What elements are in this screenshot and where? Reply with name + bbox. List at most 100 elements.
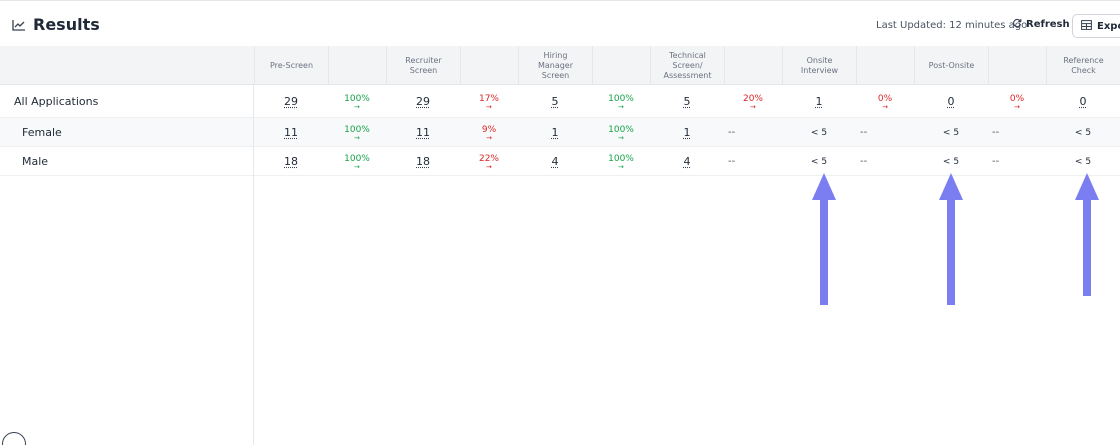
conversion-rate: 100% → (344, 154, 370, 170)
column-header-label: Recruiter Screen (398, 56, 450, 76)
line-chart-icon (12, 19, 26, 31)
suppressed-value: < 5 (943, 157, 959, 167)
conversion-rate: 20% → (743, 94, 763, 110)
count-link[interactable]: 11 (284, 126, 298, 139)
count-link[interactable]: 1 (816, 95, 823, 108)
column-header: Hiring Manager Screen (518, 46, 592, 85)
conversion-cell: 100% → (592, 85, 650, 118)
empty-value: -- (860, 127, 867, 138)
conversion-cell: 20% → (724, 85, 782, 118)
count-cell: 29 (254, 85, 328, 118)
empty-cell: -- (988, 118, 1046, 147)
arrow-right-icon: → (344, 104, 370, 110)
table-icon (1081, 20, 1092, 33)
column-header: Technical Screen/ Assessment (650, 46, 724, 85)
conversion-rate: 100% → (344, 94, 370, 110)
conversion-rate: 100% → (344, 125, 370, 141)
count-cell: 29 (386, 85, 460, 118)
conversion-cell: 0% → (988, 85, 1046, 118)
conversion-rate: 100% → (608, 125, 634, 141)
refresh-button[interactable]: Refresh (1012, 18, 1070, 31)
empty-cell: -- (724, 147, 782, 176)
count-link[interactable]: 11 (416, 126, 430, 139)
results-header: Results Last Updated: 12 minutes ago Ref… (0, 0, 1120, 46)
annotation-arrow-onsite (812, 173, 836, 305)
count-link[interactable]: 29 (416, 95, 430, 108)
count-link[interactable]: 4 (684, 155, 691, 168)
table-row: Male 18 100% → 18 22% → 4 100% → 4 -- < 5 -- < 5 -- < 5 (0, 147, 1120, 176)
annotation-arrow-post-onsite (939, 173, 963, 305)
count-cell: 5 (650, 85, 724, 118)
conversion-rate-value: 100% (344, 94, 370, 104)
suppressed-value: < 5 (1075, 128, 1091, 138)
annotation-arrow-reference-check (1075, 173, 1099, 296)
conversion-rate: 0% → (1010, 94, 1024, 110)
count-link[interactable]: 5 (684, 95, 691, 108)
conversion-rate: 100% → (608, 154, 634, 170)
refresh-icon (1012, 18, 1022, 31)
count-cell: 4 (650, 147, 724, 176)
export-button[interactable]: Export (1072, 14, 1120, 38)
count-link[interactable]: 0 (948, 95, 955, 108)
column-header: Reference Check (1046, 46, 1120, 85)
column-header (988, 46, 1046, 85)
help-icon[interactable] (2, 432, 26, 445)
conversion-rate-value: 100% (344, 154, 370, 164)
conversion-rate: 22% → (479, 154, 499, 170)
column-header: Recruiter Screen (386, 46, 460, 85)
count-cell: 5 (518, 85, 592, 118)
count-cell: 1 (650, 118, 724, 147)
column-header: Pre-Screen (254, 46, 328, 85)
count-link[interactable]: 18 (284, 155, 298, 168)
arrow-right-icon: → (743, 104, 763, 110)
count-link[interactable]: 5 (552, 95, 559, 108)
conversion-rate-value: 17% (479, 94, 499, 104)
count-link[interactable]: 29 (284, 95, 298, 108)
column-header (724, 46, 782, 85)
count-cell: 0 (1046, 85, 1120, 118)
suppressed-value: < 5 (811, 157, 827, 167)
suppressed-cell: < 5 (1046, 147, 1120, 176)
empty-cell: -- (856, 147, 914, 176)
column-header (328, 46, 386, 85)
count-cell: 18 (254, 147, 328, 176)
arrow-right-icon: → (608, 104, 634, 110)
suppressed-cell: < 5 (782, 147, 856, 176)
suppressed-cell: < 5 (914, 147, 988, 176)
count-link[interactable]: 18 (416, 155, 430, 168)
count-link[interactable]: 0 (1080, 95, 1087, 108)
suppressed-value: < 5 (1075, 157, 1091, 167)
empty-value: -- (992, 156, 999, 167)
column-header-label: Post-Onsite (929, 61, 975, 71)
column-header: Post-Onsite (914, 46, 988, 85)
count-link[interactable]: 1 (684, 126, 691, 139)
count-cell: 0 (914, 85, 988, 118)
column-header (460, 46, 518, 85)
conversion-rate-value: 100% (608, 125, 634, 135)
column-header-label: Hiring Manager Screen (530, 51, 582, 81)
arrow-right-icon: → (608, 164, 634, 170)
count-link[interactable]: 1 (552, 126, 559, 139)
conversion-cell: 100% → (328, 147, 386, 176)
count-cell: 11 (254, 118, 328, 147)
conversion-rate-value: 0% (878, 94, 892, 104)
column-header-label: Reference Check (1058, 56, 1110, 76)
conversion-rate: 17% → (479, 94, 499, 110)
empty-cell: -- (856, 118, 914, 147)
column-header-label: Pre-Screen (270, 61, 313, 71)
suppressed-cell: < 5 (1046, 118, 1120, 147)
row-label: Female (22, 118, 62, 147)
conversion-cell: 100% → (592, 118, 650, 147)
count-link[interactable]: 4 (552, 155, 559, 168)
suppressed-value: < 5 (811, 128, 827, 138)
empty-value: -- (728, 156, 735, 167)
arrow-right-icon: → (479, 104, 499, 110)
refresh-label: Refresh (1026, 19, 1070, 30)
column-header (856, 46, 914, 85)
empty-value: -- (728, 127, 735, 138)
column-header-label: Onsite Interview (794, 56, 846, 76)
last-updated-text: Last Updated: 12 minutes ago (876, 20, 1027, 31)
column-header (592, 46, 650, 85)
conversion-cell: 100% → (328, 85, 386, 118)
